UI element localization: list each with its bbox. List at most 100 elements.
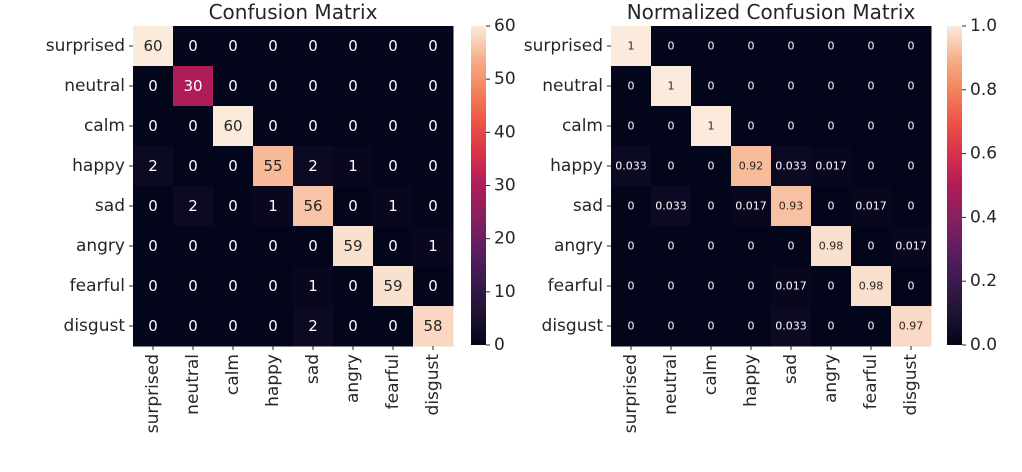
cell-annotation: 0 — [348, 117, 358, 135]
x-tick-label: neutral — [661, 354, 681, 415]
heatmap-cell — [611, 186, 652, 227]
heatmap-cell — [851, 26, 892, 67]
cell-annotation: 0 — [188, 237, 198, 255]
cell-annotation: 0 — [828, 320, 835, 333]
heatmap-cell — [891, 306, 932, 347]
heatmap-cell — [373, 186, 414, 227]
cell-annotation: 0 — [628, 120, 635, 133]
y-tick-label: neutral — [64, 76, 125, 96]
colorbar-tick-label: 0.8 — [970, 80, 997, 100]
cell-annotation: 0 — [428, 277, 438, 295]
cell-annotation: 0 — [708, 160, 715, 173]
cell-annotation: 0 — [388, 157, 398, 175]
heatmap-cell — [253, 66, 294, 107]
heatmap-cell — [651, 226, 692, 267]
heatmap-cell — [811, 106, 852, 147]
cell-annotation: 0 — [748, 80, 755, 93]
cell-annotation: 0 — [348, 77, 358, 95]
heatmap-cell — [333, 106, 374, 147]
cell-annotation: 0 — [868, 40, 875, 53]
x-tick-label: fearful — [383, 354, 403, 409]
cell-annotation: 0 — [668, 280, 675, 293]
heatmap-cell — [651, 266, 692, 307]
heatmap-cell — [611, 66, 652, 107]
heatmap-cell — [413, 66, 454, 107]
cell-annotation: 0 — [428, 117, 438, 135]
heatmap-cell — [851, 266, 892, 307]
heatmap-cell — [173, 106, 214, 147]
y-tick-label: calm — [562, 116, 603, 136]
cell-annotation: 2 — [148, 157, 158, 175]
heatmap-cell — [413, 146, 454, 187]
colorbar-tick-label: 40 — [494, 122, 516, 142]
heatmap-cell — [173, 186, 214, 227]
x-tick-label: surprised — [143, 354, 163, 433]
cell-annotation: 59 — [383, 277, 402, 295]
cell-annotation: 0 — [388, 77, 398, 95]
cell-annotation: 1 — [428, 237, 438, 255]
cell-annotation: 56 — [303, 197, 322, 215]
heatmap-cell — [133, 26, 174, 67]
heatmap-cell — [731, 106, 772, 147]
y-tick-label: sad — [573, 196, 603, 216]
heatmap-cell — [333, 66, 374, 107]
heatmap-cell — [213, 26, 254, 67]
heatmap-cell — [373, 306, 414, 347]
x-tick-label: angry — [343, 354, 363, 403]
cell-annotation: 0 — [708, 80, 715, 93]
x-tick-label: fearful — [861, 354, 881, 409]
x-tick-label: disgust — [423, 354, 443, 416]
heatmap-cell — [691, 26, 732, 67]
heatmap-cell — [253, 186, 294, 227]
cell-annotation: 0 — [188, 157, 198, 175]
heatmap-cell — [173, 306, 214, 347]
x-tick-label: angry — [821, 354, 841, 403]
cell-annotation: 0 — [868, 320, 875, 333]
heatmap-cell — [213, 146, 254, 187]
cell-annotation: 0 — [228, 197, 238, 215]
heatmap-cell — [691, 106, 732, 147]
heatmap-cell — [691, 266, 732, 307]
y-tick-label: disgust — [64, 316, 126, 336]
heatmap-cell — [771, 66, 812, 107]
cell-annotation: 0 — [788, 240, 795, 253]
x-tick-label: sad — [781, 354, 801, 384]
cell-annotation: 0.98 — [819, 240, 844, 253]
heatmap-cell — [133, 226, 174, 267]
heatmap-cell — [413, 106, 454, 147]
cell-annotation: 0 — [788, 120, 795, 133]
cell-annotation: 60 — [143, 37, 162, 55]
cell-annotation: 0 — [428, 77, 438, 95]
y-tick-label: surprised — [524, 36, 603, 56]
cell-annotation: 0 — [348, 277, 358, 295]
heatmap-cell — [293, 106, 334, 147]
heatmap-cell — [611, 26, 652, 67]
cell-annotation: 0 — [788, 40, 795, 53]
heatmap-cell — [333, 26, 374, 67]
heatmap-cell — [373, 266, 414, 307]
colorbar-tick-label: 60 — [494, 16, 516, 36]
heatmap-cell — [253, 106, 294, 147]
cell-annotation: 0.017 — [735, 200, 767, 213]
colorbar-tick-label: 0.4 — [970, 207, 997, 227]
cell-annotation: 0 — [828, 80, 835, 93]
cell-annotation: 0 — [148, 277, 158, 295]
heatmap-cell — [213, 266, 254, 307]
heatmap-cell — [253, 306, 294, 347]
heatmap-cell — [811, 266, 852, 307]
heatmap-cell — [333, 306, 374, 347]
heatmap-cell — [293, 26, 334, 67]
colorbar — [947, 26, 962, 345]
cell-annotation: 0.92 — [739, 160, 764, 173]
x-tick-label: calm — [223, 354, 243, 395]
y-tick-label: disgust — [542, 316, 604, 336]
cell-annotation: 0.97 — [899, 320, 924, 333]
heatmap-cell — [173, 146, 214, 187]
heatmap-cell — [293, 266, 334, 307]
cell-annotation: 0 — [628, 280, 635, 293]
cell-annotation: 0 — [228, 37, 238, 55]
heatmap-cell — [373, 66, 414, 107]
x-tick-label: sad — [303, 354, 323, 384]
cell-annotation: 0 — [748, 280, 755, 293]
cell-annotation: 0 — [268, 277, 278, 295]
